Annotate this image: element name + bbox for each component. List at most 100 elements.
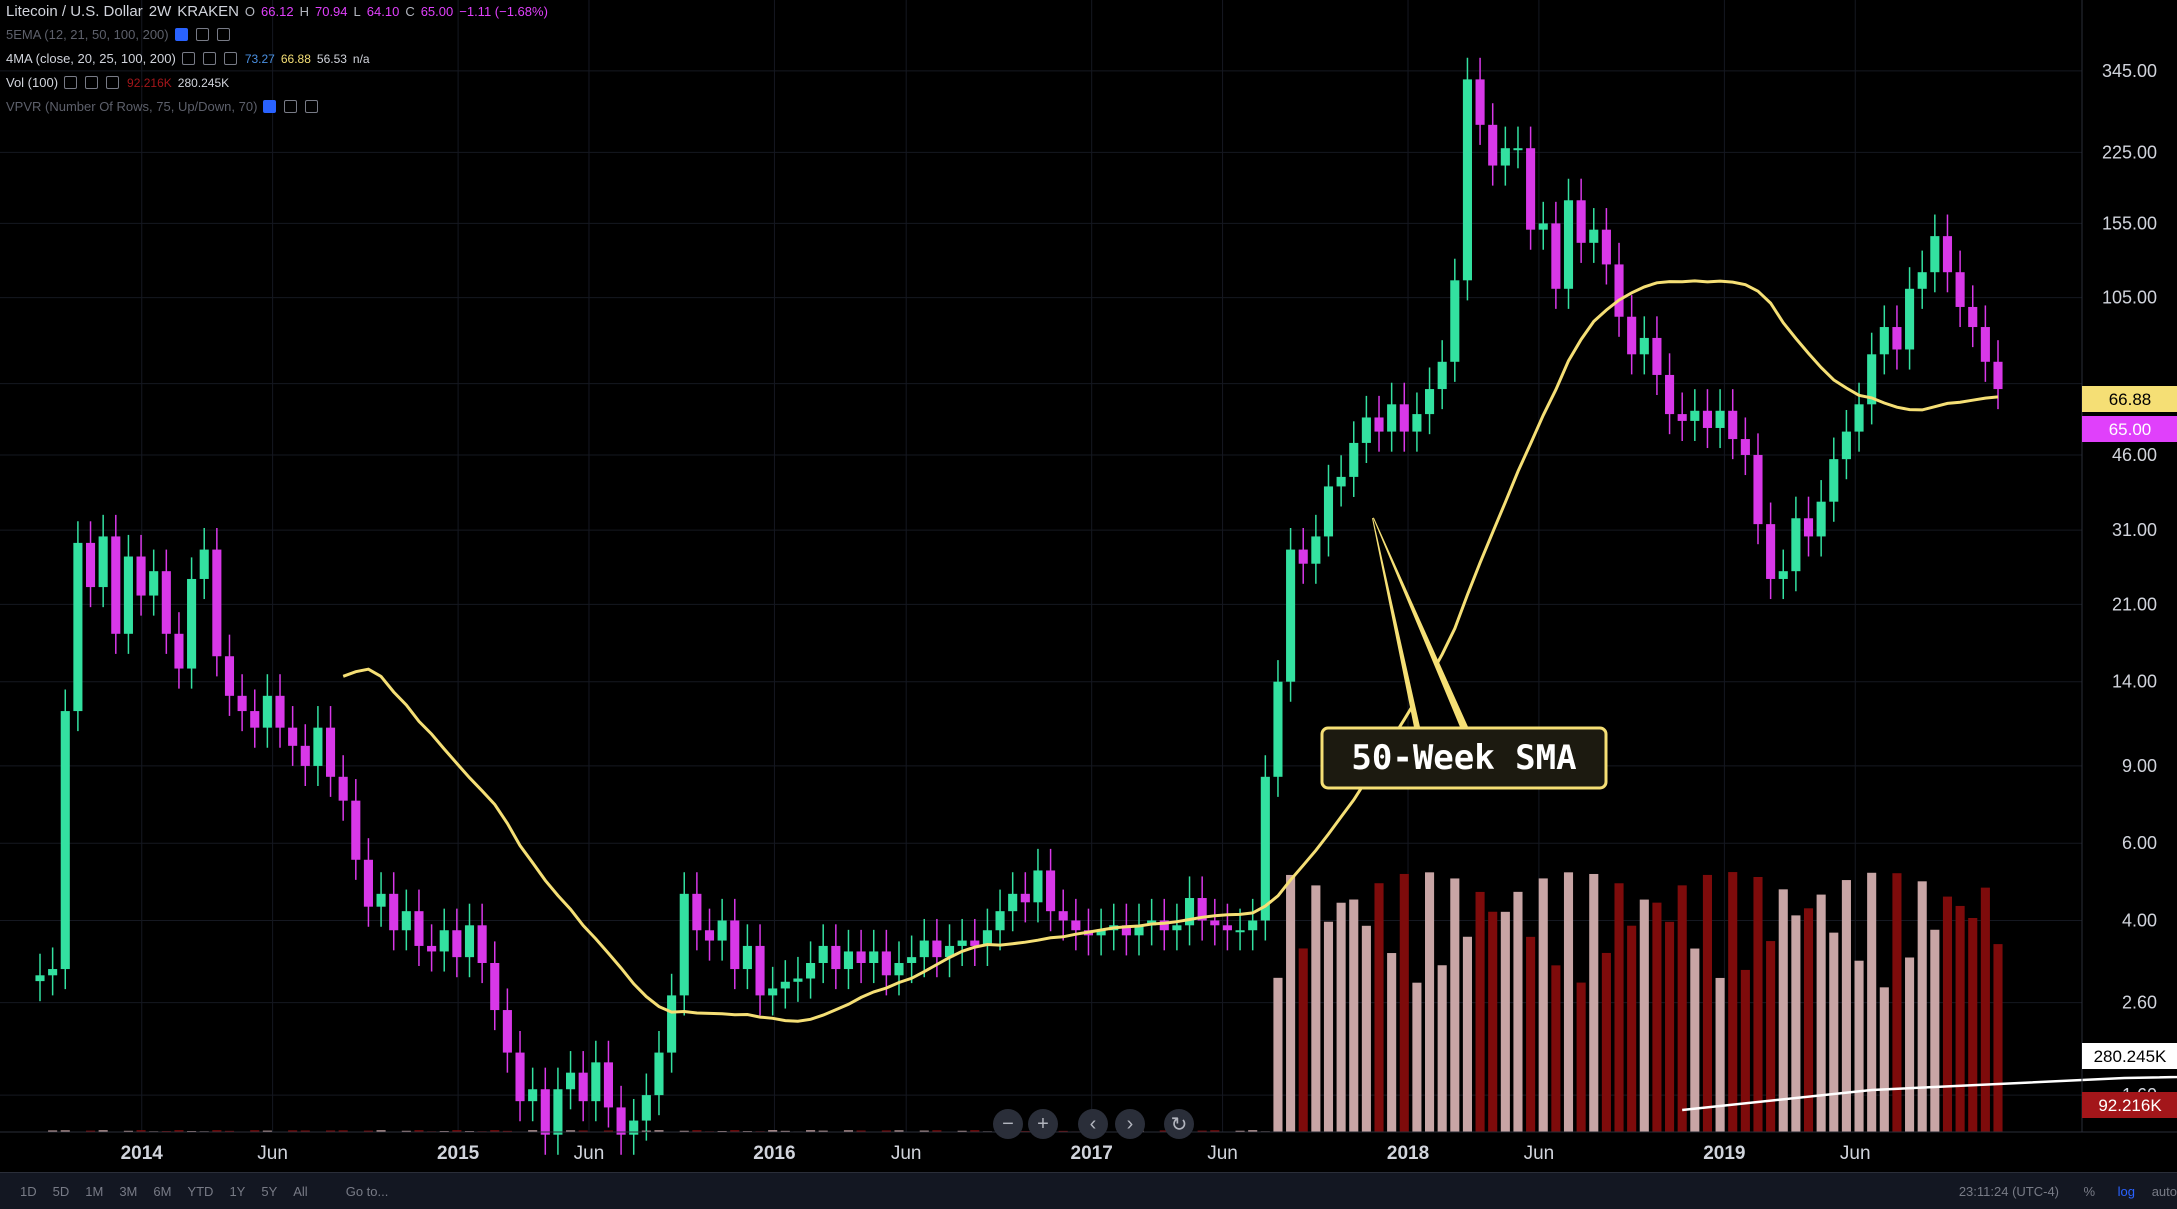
ma-value-4: n/a [353,52,370,66]
volume-bar [1614,883,1623,1132]
volume-bar [1299,948,1308,1132]
log-toggle[interactable]: log [2118,1184,2135,1199]
candle-body [1981,327,1990,362]
indicator-vpvr[interactable]: VPVR (Number Of Rows, 75, Up/Down, 70) [6,99,320,114]
auto-toggle[interactable]: auto [2152,1184,2177,1199]
time-tick-label: 2014 [121,1143,164,1164]
candle-body [844,951,853,969]
candle-body [1905,289,1914,350]
candle-body [1450,280,1459,361]
price-tick-label: 225.00 [2102,142,2157,162]
eye-icon[interactable] [182,52,195,65]
zoom-out-button[interactable]: − [993,1109,1023,1139]
indicator-5ema[interactable]: 5EMA (12, 21, 50, 100, 200) [6,27,232,42]
candle-body [894,963,903,975]
candle-body [591,1062,600,1101]
candle-body [1716,411,1725,428]
candle-body [1210,920,1219,925]
volume-bar [1551,965,1560,1132]
close-icon[interactable] [106,76,119,89]
indicator-4ma[interactable]: 4MA (close, 20, 25, 100, 200) 73.27 66.8… [6,51,370,66]
candle-body [692,894,701,930]
price-axis: 345.00225.00155.00105.0046.0031.0021.001… [2082,0,2157,1132]
candle-body [339,777,348,801]
candle-body [1248,920,1257,930]
sma-path [343,281,1998,1021]
candle-body [1539,223,1548,229]
candle-body [364,860,373,907]
ma-value-3: 56.53 [317,52,347,66]
candle-body [427,946,436,952]
eye-icon[interactable] [263,100,276,113]
range-3m[interactable]: 3M [111,1184,145,1199]
candle-body [1033,870,1042,902]
time-tick-label: 2018 [1387,1143,1429,1164]
settings-icon[interactable] [203,52,216,65]
scroll-left-button[interactable]: ‹ [1078,1109,1108,1139]
close-icon[interactable] [305,100,318,113]
candle-body [1880,327,1889,354]
range-5d[interactable]: 5D [45,1184,78,1199]
candle-body [490,963,499,1010]
close-icon[interactable] [224,52,237,65]
candle-body [35,975,44,981]
range-ytd[interactable]: YTD [179,1184,221,1199]
volume-bar [1930,930,1939,1132]
range-6m[interactable]: 6M [145,1184,179,1199]
range-1m[interactable]: 1M [77,1184,111,1199]
candle-body [1791,518,1800,571]
settings-icon[interactable] [85,76,98,89]
close-label: C [405,4,414,19]
candle-body [1488,125,1497,166]
range-1y[interactable]: 1Y [221,1184,253,1199]
candle-body [1993,362,2002,389]
volume-bar [1539,878,1548,1132]
scroll-right-button[interactable]: › [1115,1109,1145,1139]
candle-body [1059,911,1068,920]
candle-body [288,728,297,746]
candle-body [389,894,398,930]
sma-annotation[interactable]: 50-Week SMA [1322,518,1606,788]
price-chart[interactable]: 345.00225.00155.00105.0046.0031.0021.001… [0,0,2177,1172]
candle-body [99,536,108,587]
candle-body [313,728,322,766]
candle-body [1476,79,1485,124]
eye-icon[interactable] [64,76,77,89]
percent-toggle[interactable]: % [2083,1184,2095,1199]
candle-body [48,969,57,975]
volume-bar [1362,926,1371,1132]
indicator-volume[interactable]: Vol (100) 92.216K 280.245K [6,75,229,90]
price-tick-label: 2.60 [2122,993,2157,1013]
volume-bar [1728,872,1737,1132]
time-tick-label: Jun [891,1143,922,1164]
eye-icon[interactable] [175,28,188,41]
volume-bar [1324,922,1333,1132]
candle-body [1753,455,1762,524]
close-icon[interactable] [217,28,230,41]
candle-body [1728,411,1737,439]
volume-bar [1703,875,1712,1132]
open-value: 66.12 [261,4,294,19]
exchange[interactable]: KRAKEN [177,3,239,20]
candle-body [1349,443,1358,477]
candle-body [1008,894,1017,911]
candle-body [1387,404,1396,431]
settings-icon[interactable] [196,28,209,41]
candle-body [781,982,790,989]
zoom-in-button[interactable]: + [1028,1109,1058,1139]
reset-chart-button[interactable]: ↻ [1164,1109,1194,1139]
interval[interactable]: 2W [149,3,172,20]
volume-bar [1905,958,1914,1132]
candle-body [541,1089,550,1134]
candle-body [932,941,941,958]
symbol-name[interactable]: Litecoin / U.S. Dollar [6,3,143,20]
volume-bar [1412,983,1421,1132]
range-all[interactable]: All [285,1184,315,1199]
go-to-date-button[interactable]: Go to... [346,1184,389,1199]
candle-body [1236,930,1245,932]
range-1d[interactable]: 1D [12,1184,45,1199]
range-5y[interactable]: 5Y [253,1184,285,1199]
volume-bar [1438,965,1447,1132]
settings-icon[interactable] [284,100,297,113]
